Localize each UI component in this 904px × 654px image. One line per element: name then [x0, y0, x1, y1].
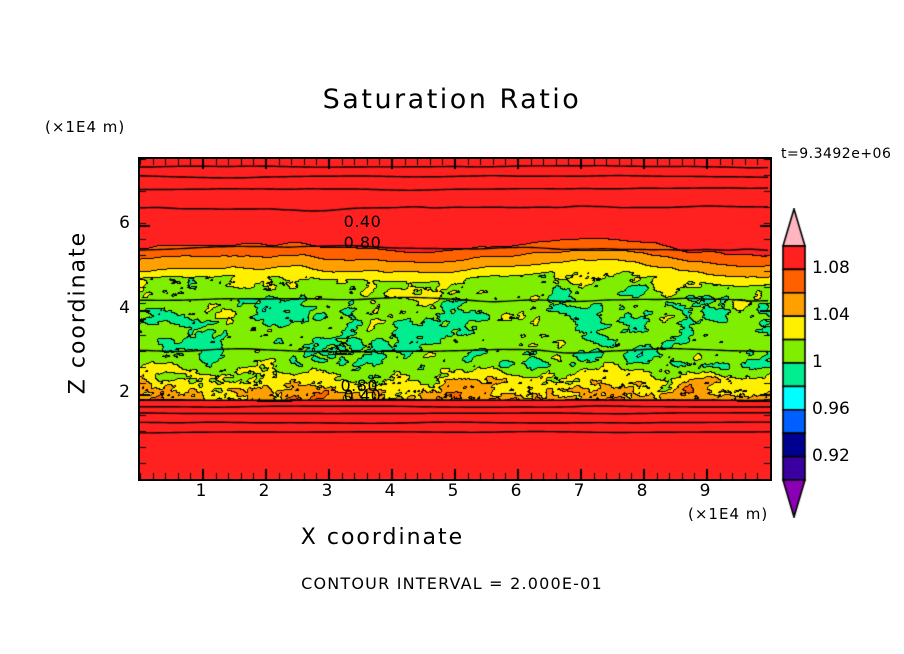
x-tick-label: 5	[447, 481, 459, 501]
x-tick-label: 1	[195, 481, 207, 501]
colorbar-tick-label: 1	[812, 352, 823, 372]
contour-field-canvas	[140, 159, 770, 479]
contour-level-label: 0.80	[340, 376, 379, 396]
y-tick-label: 6	[119, 213, 130, 234]
contour-level-label: 0.80	[343, 233, 382, 253]
colorbar-tick-label: 1.08	[812, 258, 850, 279]
x-tick-label: 8	[636, 481, 648, 501]
page-title: Saturation Ratio	[322, 84, 582, 115]
contour-level-label: 0.40	[343, 386, 382, 406]
plot-area	[138, 157, 772, 481]
x-axis-title: X coordinate	[300, 525, 465, 550]
x-tick-label: 4	[384, 481, 396, 501]
x-tick-label: 9	[699, 481, 711, 501]
y-axis-units-label: (×1E4 m)	[45, 118, 126, 136]
x-axis-units-label: (×1E4 m)	[688, 505, 769, 523]
time-annotation: t=9.3492e+06	[781, 146, 892, 162]
y-axis-title: Z coordinate	[65, 230, 91, 395]
contour-interval-note: CONTOUR INTERVAL = 2.000E-01	[301, 574, 603, 593]
y-tick-label: 2	[119, 381, 130, 402]
y-tick-label: 4	[119, 297, 130, 318]
colorbar-tick-label: 0.92	[812, 445, 850, 466]
colorbar	[778, 208, 818, 518]
x-tick-label: 2	[258, 481, 270, 501]
colorbar-tick-label: 0.96	[812, 398, 850, 419]
x-tick-label: 7	[573, 481, 585, 501]
x-tick-label: 3	[321, 481, 333, 501]
contour-level-label: 0.40	[343, 212, 382, 232]
colorbar-tick-label: 1.04	[812, 305, 850, 326]
x-tick-label: 6	[510, 481, 522, 501]
